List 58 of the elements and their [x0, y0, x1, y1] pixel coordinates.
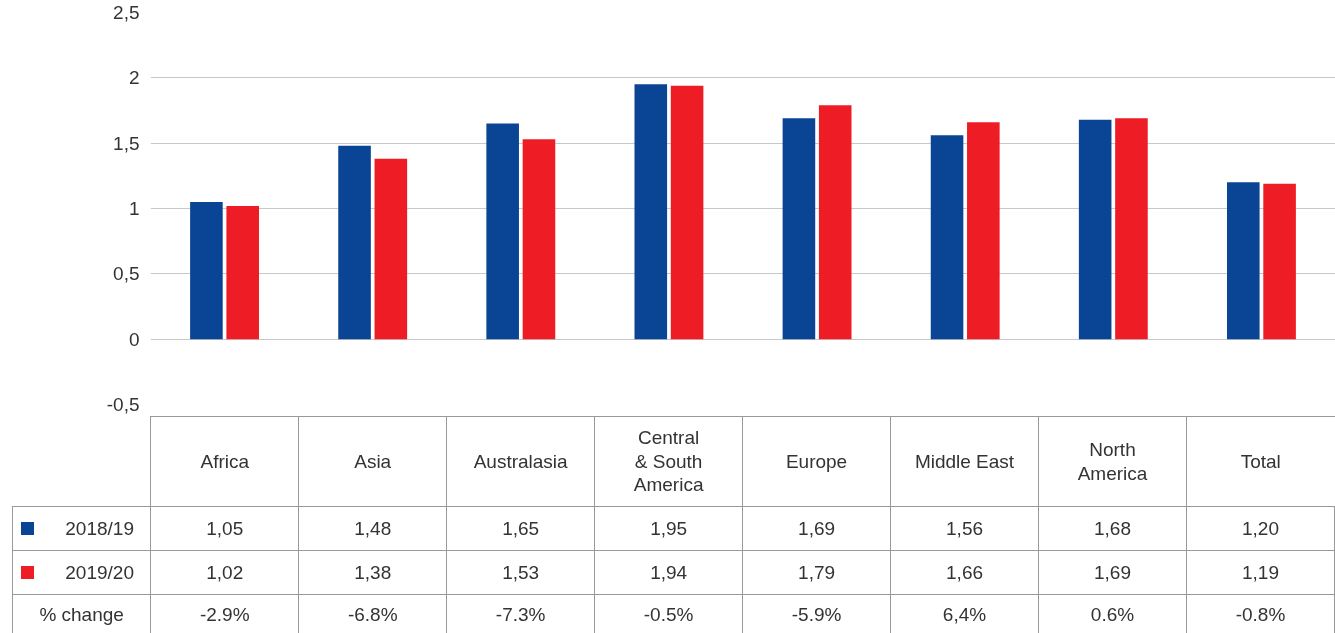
data-label: 1,05	[150, 506, 299, 551]
data-label: 1,38	[298, 550, 447, 595]
bar	[1078, 119, 1112, 340]
x-tick-label: Africa	[150, 416, 299, 507]
y-tick-label: 0,5	[113, 263, 140, 285]
x-tick-label: Asia	[298, 416, 447, 507]
y-tick-label: -0,5	[106, 394, 140, 415]
bar	[967, 122, 1000, 340]
x-tick-label: Middle East	[890, 416, 1039, 507]
data-label: 1,68	[1038, 506, 1187, 551]
data-label: 1,48	[298, 506, 447, 551]
text: -6.8%	[298, 594, 447, 633]
y-tick-label: 2,5	[113, 2, 140, 23]
data-label: 1,53	[446, 550, 595, 595]
text: -2.9%	[150, 594, 299, 633]
bar	[338, 145, 371, 340]
x-tick-label: North America	[1038, 416, 1187, 507]
data-label: 1,19	[1186, 550, 1335, 595]
bar	[930, 135, 964, 340]
y-tick-label: 2	[128, 67, 140, 89]
text: -7.3%	[446, 594, 595, 633]
bar	[1263, 183, 1296, 340]
x-tick-label: Total	[1186, 416, 1335, 507]
bar	[782, 118, 816, 340]
bar	[190, 201, 223, 340]
data-label: 1,66	[890, 550, 1039, 595]
bar	[522, 139, 556, 340]
bar	[1227, 182, 1260, 340]
x-tick-label: Australasia	[446, 416, 595, 507]
text: 0.6%	[1038, 594, 1187, 633]
text: -0.8%	[1186, 594, 1335, 633]
bar	[226, 205, 259, 340]
data-label: 1,02	[150, 550, 299, 595]
bar	[670, 85, 704, 340]
bar	[486, 123, 519, 340]
data-label: 1,69	[742, 506, 891, 551]
legend-label: 2019/20	[12, 550, 151, 595]
bar	[374, 158, 408, 340]
data-label: 1,94	[594, 550, 743, 595]
y-tick-label: 1,5	[113, 132, 140, 154]
data-label: 1,65	[446, 506, 595, 551]
bar	[634, 84, 668, 340]
data-label: 1,69	[1038, 550, 1187, 595]
text: 6,4%	[890, 594, 1039, 633]
x-tick-label: Central & South America	[594, 416, 743, 507]
y-tick-label: 0	[128, 328, 140, 350]
x-tick-label: Europe	[742, 416, 891, 507]
y-tick-label: 1	[128, 198, 140, 219]
data-label: 1,95	[594, 506, 743, 551]
data-label: 1,20	[1186, 506, 1335, 551]
text: -5.9%	[742, 594, 891, 633]
legend-label: 2018/19	[12, 506, 151, 551]
data-label: 1,56	[890, 506, 1039, 551]
bar	[1115, 118, 1148, 340]
text: % change	[12, 594, 151, 633]
data-label: 1,79	[742, 550, 891, 595]
text: -0.5%	[594, 594, 743, 633]
bar	[818, 105, 852, 340]
